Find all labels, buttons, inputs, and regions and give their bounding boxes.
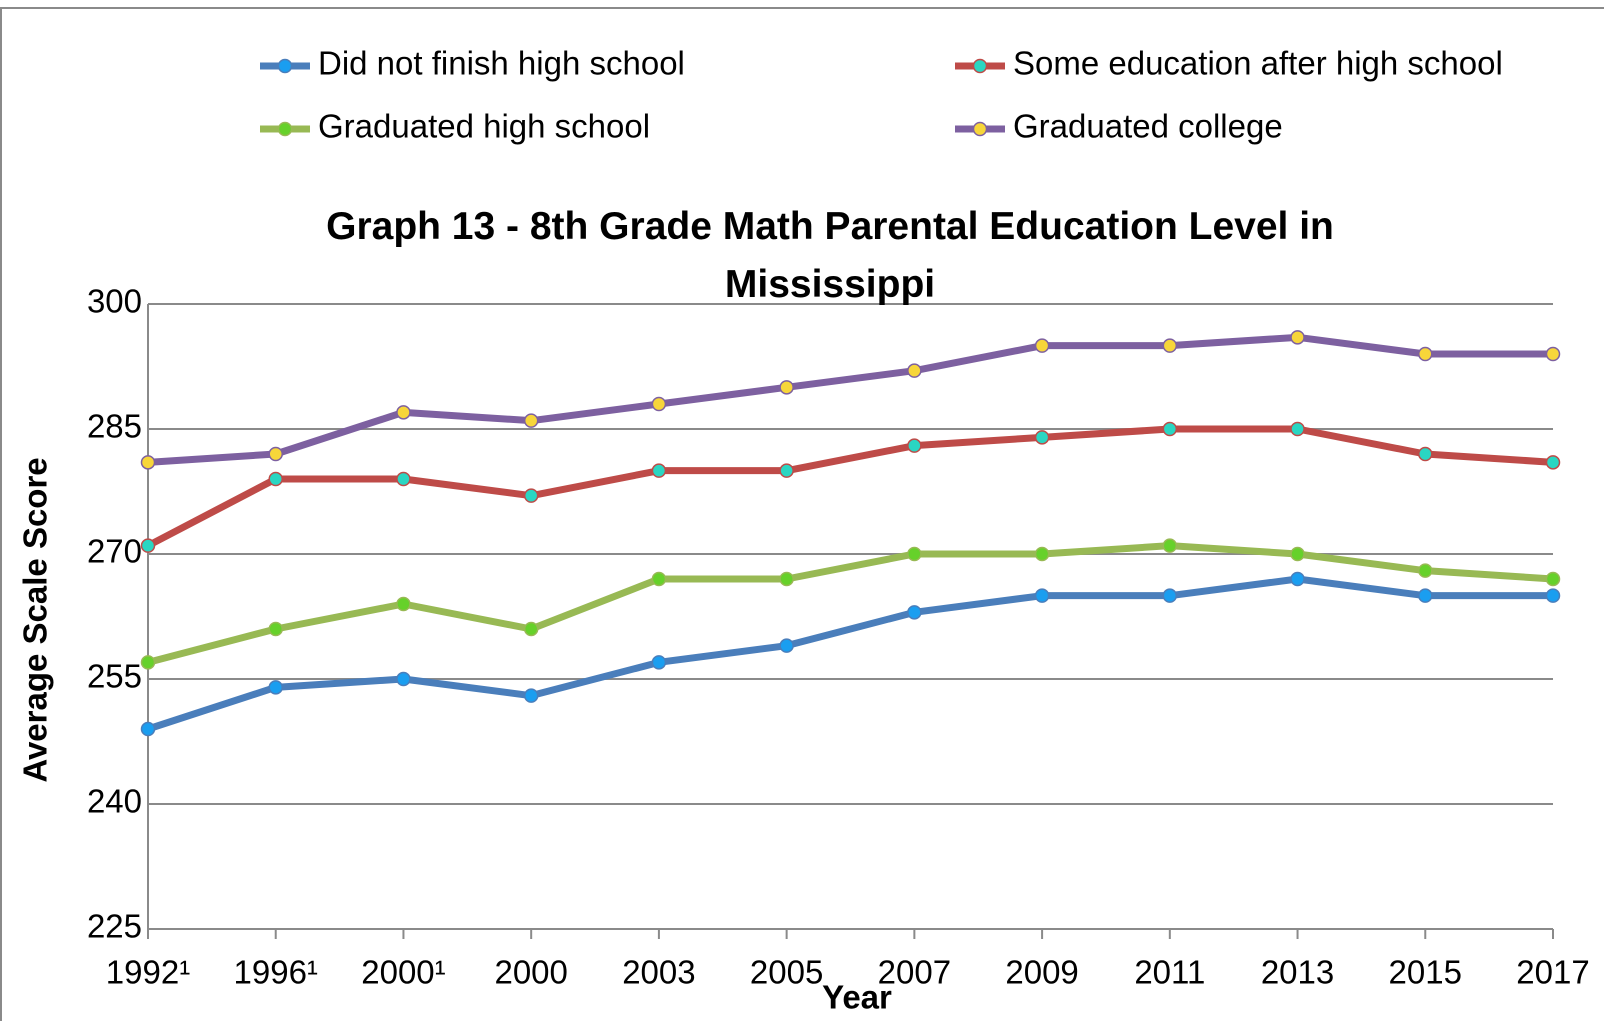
chart-title: Graph 13 - 8th Grade Math Parental Educa… (326, 205, 1334, 306)
y-axis-label: Average Scale Score (17, 457, 54, 782)
data-point (779, 571, 794, 587)
x-tick-label: 2000 (494, 954, 567, 991)
x-tick-label: 2007 (878, 954, 951, 991)
x-tick-label: 2015 (1389, 954, 1462, 991)
data-point (1290, 571, 1305, 587)
series-line (147, 333, 1553, 466)
x-tick-label: 2003 (622, 954, 695, 991)
legend-label: Graduated high school (318, 108, 650, 145)
data-point (907, 363, 922, 378)
legend-marker (277, 121, 293, 137)
data-point (396, 471, 411, 487)
y-tick-label: 225 (87, 908, 142, 945)
data-point (1162, 421, 1178, 437)
y-tick-label: 270 (87, 533, 142, 570)
data-point (1034, 338, 1050, 353)
data-point (651, 463, 667, 478)
series-line (146, 575, 1553, 733)
y-tick-label: 240 (87, 783, 142, 820)
data-point (1162, 338, 1178, 353)
legend-marker (972, 121, 988, 137)
data-point (523, 488, 539, 503)
data-point (907, 546, 922, 562)
x-tick-label: 1992¹ (106, 954, 190, 991)
data-point (268, 471, 283, 487)
data-point (1545, 571, 1561, 587)
x-tick-label: 2013 (1261, 954, 1334, 991)
x-tick-label: 2000¹ (361, 954, 445, 991)
data-point (651, 396, 667, 412)
data-point (1418, 346, 1433, 362)
legend-label: Graduated college (1013, 108, 1283, 145)
data-point (523, 621, 539, 637)
data-point (1290, 330, 1305, 345)
legend-label: Did not finish high school (318, 45, 685, 82)
x-axis-label: Year (822, 979, 892, 1016)
x-tick-label: 2005 (750, 954, 823, 991)
data-point (140, 538, 156, 553)
data-point (779, 638, 794, 653)
data-point (268, 446, 283, 462)
data-point (140, 721, 156, 737)
data-point (140, 655, 156, 670)
data-point (523, 688, 539, 703)
data-point (779, 380, 794, 395)
data-point (1162, 588, 1178, 603)
y-tick-label: 300 (87, 283, 142, 320)
x-tick-label: 1996¹ (234, 954, 318, 991)
data-point (396, 671, 411, 687)
data-point (779, 463, 794, 478)
legend-marker (277, 58, 293, 74)
legend-label: Some education after high school (1013, 45, 1503, 82)
series-line (147, 542, 1554, 666)
data-point (1545, 588, 1561, 603)
data-point (396, 596, 411, 612)
data-point (1418, 446, 1433, 462)
y-tick-label: 255 (87, 658, 142, 695)
data-point (651, 571, 667, 587)
x-tick-label: 2011 (1134, 954, 1205, 991)
data-point (523, 413, 539, 428)
legend-marker (972, 58, 988, 74)
data-point (907, 605, 922, 620)
data-point (268, 680, 283, 695)
data-point (651, 655, 667, 670)
data-point (140, 455, 156, 470)
frame (0, 7, 1604, 1021)
data-point (1162, 538, 1178, 553)
x-tick-label: 2017 (1516, 954, 1589, 991)
data-point (396, 405, 411, 420)
series-line (146, 425, 1554, 549)
data-point (1418, 588, 1433, 603)
data-point (1545, 455, 1561, 470)
data-point (268, 621, 283, 637)
data-point (1545, 346, 1561, 362)
data-point (1418, 563, 1433, 578)
y-tick-label: 285 (87, 408, 142, 445)
data-point (1290, 546, 1305, 562)
data-point (1034, 430, 1050, 445)
data-point (1034, 588, 1050, 603)
x-tick-label: 2009 (1005, 954, 1078, 991)
data-point (1290, 421, 1305, 437)
data-point (907, 438, 922, 453)
data-point (1034, 546, 1050, 562)
